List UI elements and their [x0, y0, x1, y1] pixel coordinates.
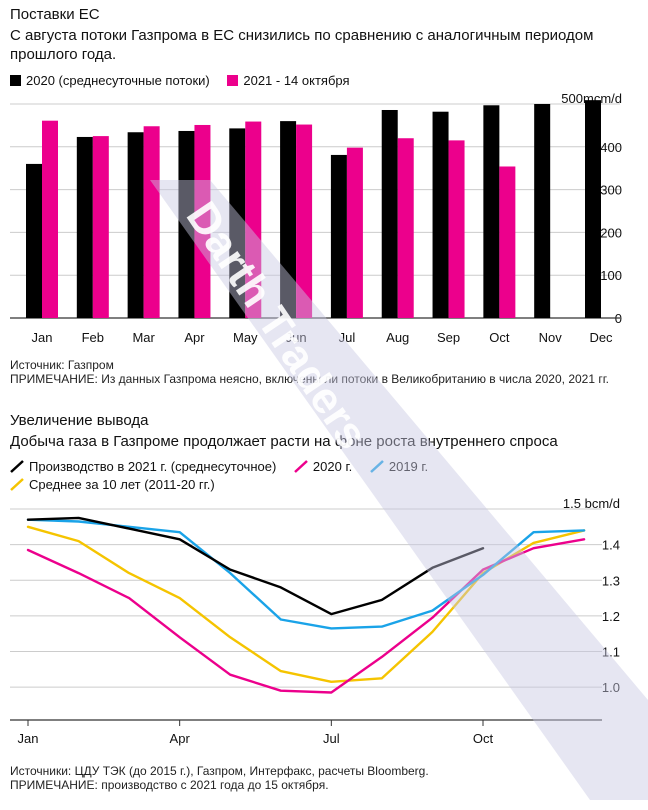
- x-tick-label: Jul: [339, 330, 356, 345]
- legend-label-10yr-average: Среднее за 10 лет (2011-20 гг.): [29, 476, 215, 492]
- bar-2021: [245, 121, 262, 318]
- y-tick-label: 500mcm/d: [561, 91, 622, 106]
- legend-item-2020-line: 2020 г.: [294, 459, 352, 475]
- legend-item-2019-line: 2019 г.: [370, 459, 428, 475]
- chart1-title: Поставки ЕС: [10, 6, 100, 23]
- legend-line-2019: [370, 459, 384, 473]
- line-2019: [26, 518, 586, 630]
- y-tick-label: 1.5 bcm/d: [563, 496, 620, 511]
- bar-2020: [26, 163, 42, 318]
- y-tick-label: 100: [600, 268, 622, 283]
- bar-2020: [585, 100, 601, 318]
- y-tick-label: 1.3: [602, 573, 620, 588]
- bar-chart: 0100200300400500mcm/dJanFebMarAprMayJunJ…: [10, 91, 622, 345]
- x-tick-label: Jan: [18, 731, 39, 746]
- bar-2020: [178, 130, 195, 318]
- x-tick-label: Dec: [589, 330, 613, 345]
- chart1-note: ПРИМЕЧАНИЕ: Из данных Газпрома неясно, в…: [10, 372, 609, 386]
- bar-2020: [381, 109, 398, 318]
- x-tick-label: Apr: [184, 330, 205, 345]
- legend-line-2020: [294, 459, 308, 473]
- legend-line-10yr-average: [10, 477, 24, 491]
- legend-swatch-2020: [10, 74, 21, 86]
- chart2-legend-row2: Среднее за 10 лет (2011-20 гг.): [10, 476, 229, 493]
- chart2-sources: Источники: ЦДУ ТЭК (до 2015 г.), Газпром…: [10, 764, 429, 778]
- legend-label-2021: 2021 - 14 октября: [243, 72, 350, 88]
- x-tick-label: Feb: [82, 330, 104, 345]
- x-tick-label: Aug: [386, 330, 409, 345]
- y-tick-label: 300: [600, 183, 622, 198]
- chart2-note: ПРИМЕЧАНИЕ: производство с 2021 года до …: [10, 778, 329, 792]
- bar-2020: [330, 154, 347, 318]
- x-tick-label: May: [233, 330, 258, 345]
- chart1-legend: 2020 (среднесуточные потоки) 2021 - 14 о…: [10, 72, 364, 89]
- bar-2020: [76, 136, 93, 318]
- bar-2020: [229, 128, 246, 318]
- legend-line-2021-production: [10, 459, 24, 473]
- bar-2021: [92, 136, 109, 318]
- x-tick-label: Jul: [323, 731, 340, 746]
- bar-2020: [127, 132, 144, 318]
- x-tick-label: Mar: [132, 330, 155, 345]
- chart2-subtitle: Добыча газа в Газпроме продолжает расти …: [10, 433, 558, 450]
- legend-label-2021-production: Производство в 2021 г. (среднесуточное): [29, 458, 277, 474]
- x-tick-label: Oct: [489, 330, 510, 345]
- line-10yr-average: [26, 525, 586, 684]
- y-tick-label: 400: [600, 140, 622, 155]
- x-tick-label: Apr: [170, 731, 191, 746]
- x-tick-label: Oct: [473, 731, 494, 746]
- chart2-title: Увеличение вывода: [10, 412, 149, 429]
- chart2-legend-row1: Производство в 2021 г. (среднесуточное) …: [10, 458, 442, 475]
- bar-2021: [448, 140, 465, 318]
- chart1-subtitle: С августа потоки Газпрома в ЕС снизились…: [10, 27, 594, 63]
- bar-2021: [499, 166, 516, 318]
- bar-2021: [194, 124, 211, 318]
- y-tick-label: 1.2: [602, 609, 620, 624]
- legend-label-2019-line: 2019 г.: [388, 458, 429, 474]
- x-tick-label: Jun: [286, 330, 307, 345]
- bar-2020: [483, 105, 500, 318]
- legend-swatch-2021: [227, 74, 239, 86]
- bar-2021: [42, 120, 58, 318]
- line-2021-production: [26, 516, 485, 616]
- legend-item-10yr-average: Среднее за 10 лет (2011-20 гг.): [10, 477, 215, 493]
- legend-item-2021: 2021 - 14 октября: [227, 72, 350, 89]
- legend-label-2020: 2020 (среднесуточные потоки): [26, 72, 210, 88]
- line-chart: 1.0 1.1 1.2 1.3 1.4 1.5 bcm/d Jan Apr Jul Oct: [10, 496, 620, 746]
- bar-2021: [296, 124, 313, 318]
- y-tick-label: 1.0: [602, 680, 620, 695]
- bar-2021: [143, 126, 160, 318]
- bar-2020: [280, 121, 297, 319]
- legend-item-2021-production: Производство в 2021 г. (среднесуточное): [10, 459, 276, 475]
- chart1-source: Источник: Газпром: [10, 358, 114, 372]
- legend-item-2020: 2020 (среднесуточные потоки): [10, 73, 210, 89]
- line-2020: [26, 538, 586, 694]
- y-tick-label: 200: [600, 225, 622, 240]
- y-tick-label: 1.4: [602, 538, 620, 553]
- bar-2020: [432, 111, 449, 318]
- legend-label-2020-line: 2020 г.: [312, 458, 353, 474]
- bar-2021: [397, 138, 414, 318]
- x-tick-label: Sep: [437, 330, 460, 345]
- bar-2021: [346, 147, 363, 318]
- y-tick-label: 1.1: [602, 645, 620, 660]
- bar-2020: [534, 104, 551, 318]
- x-tick-label: Nov: [539, 330, 563, 345]
- x-tick-label: Jan: [32, 330, 53, 345]
